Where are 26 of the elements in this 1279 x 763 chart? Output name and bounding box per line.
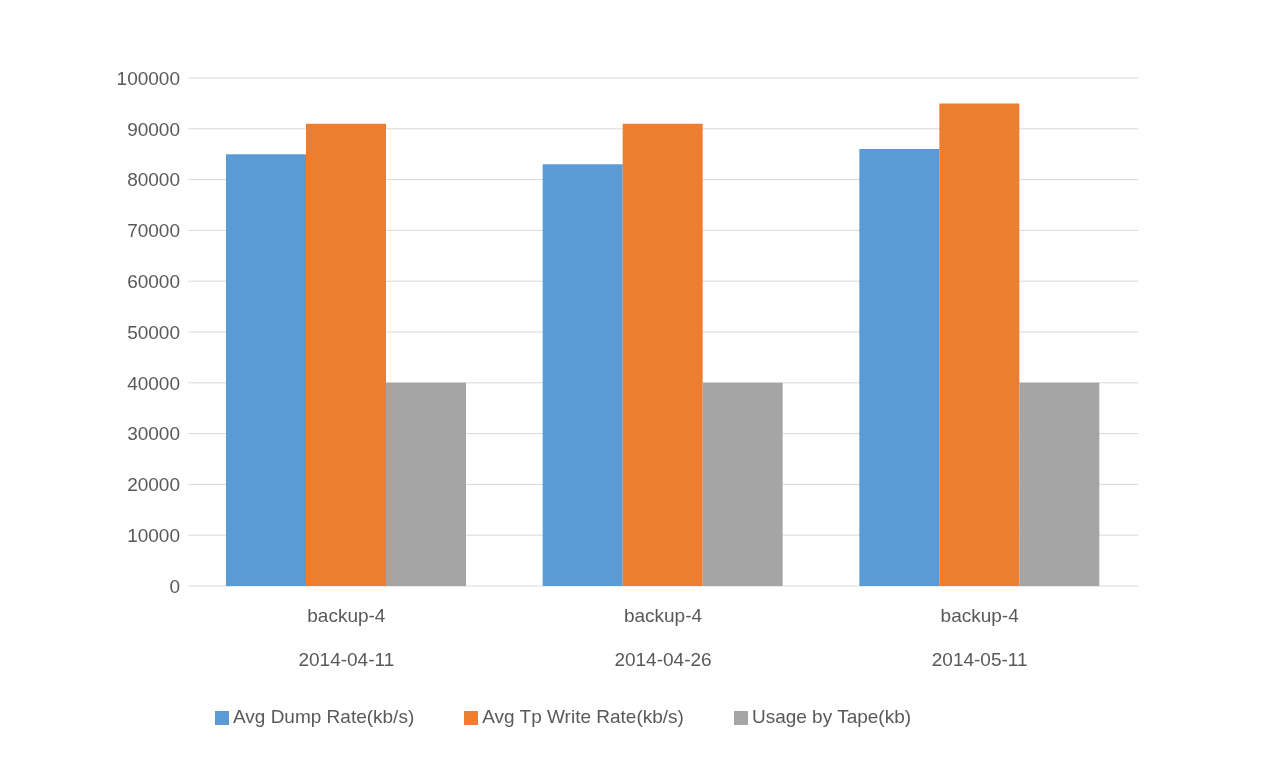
bar [1019,382,1100,586]
bar [859,149,940,586]
category-label: backup-4 2014-04-11 [298,605,395,670]
y-tick-label: 30000 [127,423,180,445]
bar [939,103,1020,586]
bar [542,164,623,586]
category-label: backup-4 2014-05-11 [931,605,1028,670]
y-tick-label: 100000 [116,67,180,89]
y-tick-label: 40000 [127,372,180,394]
y-tick-label: 20000 [127,474,180,496]
bar [386,382,466,586]
bar [306,123,386,586]
y-tick-label: 60000 [127,270,180,292]
bar [622,123,703,586]
y-tick-label: 50000 [127,321,180,343]
category-label: backup-4 2014-04-26 [614,605,712,670]
y-tick-label: 70000 [127,220,180,242]
y-tick-label: 10000 [127,524,180,546]
bar [702,382,783,586]
legend-label: Avg Dump Rate(kb/s) [232,706,415,727]
y-tick-label: 90000 [127,118,180,140]
legend-label: Usage by Tape(kb) [751,706,912,727]
y-tick-label: 80000 [127,169,180,191]
bar [226,154,306,586]
y-tick-label: 0 [169,575,180,597]
legend-label: Avg Tp Write Rate(kb/s) [482,706,684,727]
